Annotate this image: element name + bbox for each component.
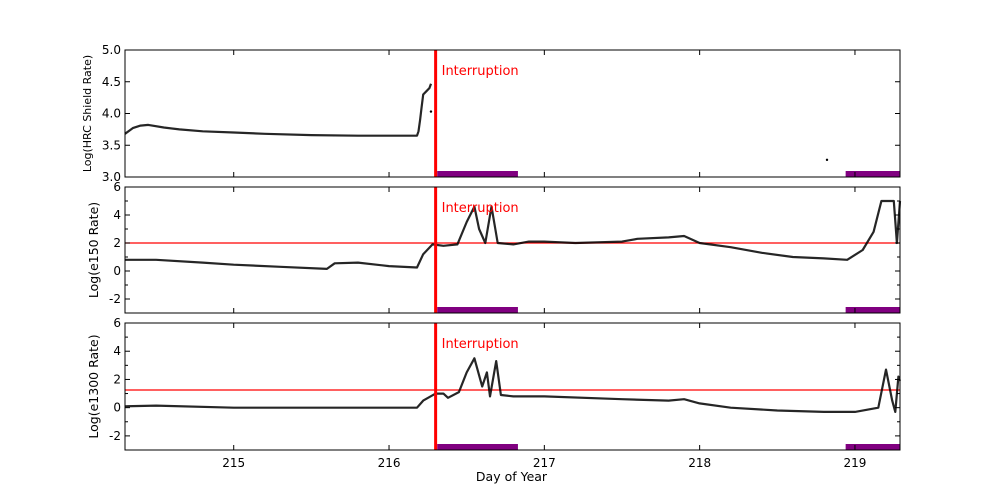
data-series-1 <box>124 83 433 137</box>
interruption-period-bar <box>845 307 900 313</box>
y-tick-label: 2 <box>113 372 121 386</box>
interruption-label: Interruption <box>442 201 519 216</box>
y-tick-label: 5.0 <box>102 43 121 57</box>
y-tick-label: 6 <box>113 316 121 330</box>
y-tick-label: 2 <box>113 236 121 250</box>
x-tick-label: 216 <box>378 456 401 470</box>
x-tick-label: 215 <box>222 456 245 470</box>
y-tick-label: -2 <box>109 429 121 443</box>
interruption-period-bar <box>437 307 518 313</box>
data-series-1 <box>124 357 902 413</box>
x-tick-label: 219 <box>844 456 867 470</box>
panel-3: Interruption -2 0 2 4 6 215 216 217 218 219 Log(e13… <box>86 316 902 484</box>
y-tick-label: 4 <box>113 344 121 358</box>
axes-frame <box>124 322 901 451</box>
y-axis-label: Log(HRC Shield Rate) <box>81 55 94 172</box>
y-tick-label: 0 <box>113 401 121 415</box>
data-point <box>429 110 433 113</box>
y-tick-label: -2 <box>109 292 121 306</box>
y-tick-label: 6 <box>113 180 121 194</box>
y-tick-label: 4 <box>113 208 121 222</box>
y-tick-label: 4.5 <box>102 75 121 89</box>
y-tick-label: 4.0 <box>102 107 121 121</box>
interruption-label: Interruption <box>442 64 519 79</box>
y-tick-label: 3.5 <box>102 138 121 152</box>
data-series-1 <box>125 199 902 270</box>
y-tick-label: 3.0 <box>102 170 121 184</box>
data-point <box>825 158 829 162</box>
panel-1: Interruption 3.0 3.5 4.0 4.5 5.0 Log(HRC Shiel… <box>81 43 901 184</box>
interruption-period-bar <box>437 444 518 450</box>
interruption-period-bar <box>845 444 900 450</box>
x-tick-label: 217 <box>533 456 556 470</box>
panel-2: Interruption -2 0 2 4 6 Log(e150 Rate) <box>86 180 902 314</box>
axes-frame <box>124 186 901 314</box>
interruption-label: Interruption <box>442 337 519 352</box>
y-tick-label: 0 <box>113 264 121 278</box>
interruption-period-bar <box>845 171 900 177</box>
interruption-period-bar <box>437 171 518 177</box>
y-axis-label: Log(e150 Rate) <box>86 202 101 298</box>
y-axis-label: Log(e1300 Rate) <box>86 334 101 438</box>
x-axis-label: Day of Year <box>476 469 548 484</box>
x-tick-label: 218 <box>688 456 711 470</box>
